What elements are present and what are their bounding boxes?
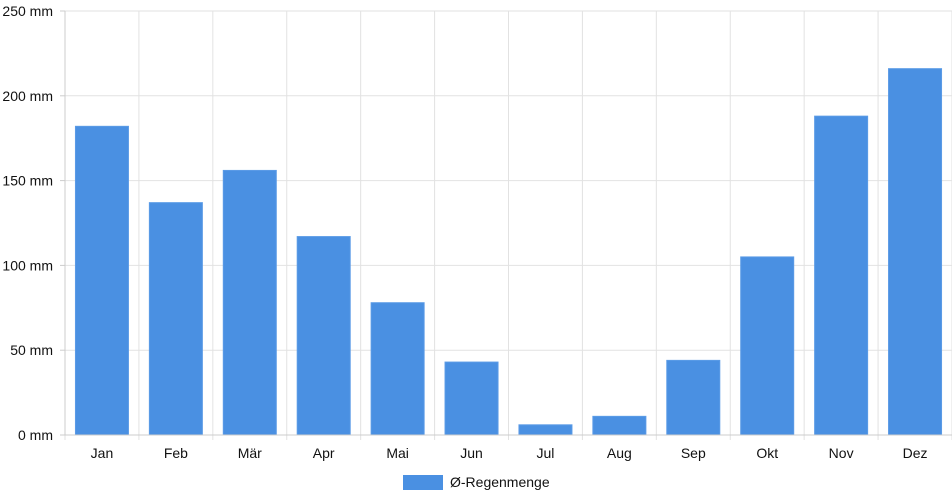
x-tick-label: Aug	[607, 445, 632, 461]
bar-nov[interactable]	[814, 115, 869, 436]
x-tick-label: Sep	[681, 445, 706, 461]
bar-dez[interactable]	[888, 68, 943, 436]
x-tick-label: Mai	[386, 445, 409, 461]
x-tick-label: Nov	[829, 445, 854, 461]
bar-jan[interactable]	[74, 125, 129, 436]
y-tick-label: 0 mm	[18, 427, 53, 443]
x-tick-label: Mär	[238, 445, 262, 461]
bar-okt[interactable]	[740, 256, 795, 436]
x-tick-label: Jan	[91, 445, 114, 461]
legend-label: Ø-Regenmenge	[450, 474, 550, 490]
legend-swatch	[403, 475, 443, 490]
bar-aug[interactable]	[592, 415, 647, 436]
axes	[64, 11, 952, 436]
x-tick-label: Jul	[537, 445, 555, 461]
bar-mär[interactable]	[222, 169, 277, 436]
bar-jul[interactable]	[518, 424, 573, 436]
y-tick-label: 200 mm	[2, 88, 53, 104]
grid-lines	[64, 10, 952, 440]
legend[interactable]: Ø-Regenmenge	[403, 474, 550, 490]
bar-sep[interactable]	[666, 359, 721, 436]
y-tick-label: 150 mm	[2, 173, 53, 189]
x-tick-label: Feb	[164, 445, 188, 461]
bar-mai[interactable]	[370, 302, 425, 436]
y-tick-label: 100 mm	[2, 257, 53, 273]
bar-jun[interactable]	[444, 361, 499, 436]
x-tick-label: Dez	[903, 445, 928, 461]
x-tick-label: Apr	[313, 445, 335, 461]
y-tick-label: 250 mm	[2, 3, 53, 19]
x-tick-label: Okt	[756, 445, 778, 461]
x-axis-ticks: Jan Feb Mär Apr Mai Jun Jul Aug Sep Okt Nov Dez	[91, 445, 928, 461]
bar-feb[interactable]	[148, 202, 203, 436]
x-tick-label: Jun	[460, 445, 483, 461]
bar-apr[interactable]	[296, 236, 351, 436]
bar-series	[74, 68, 943, 436]
y-tick-label: 50 mm	[10, 342, 53, 358]
y-axis-ticks: 0 mm 50 mm 100 mm 150 mm 200 mm 250 mm	[2, 3, 65, 443]
